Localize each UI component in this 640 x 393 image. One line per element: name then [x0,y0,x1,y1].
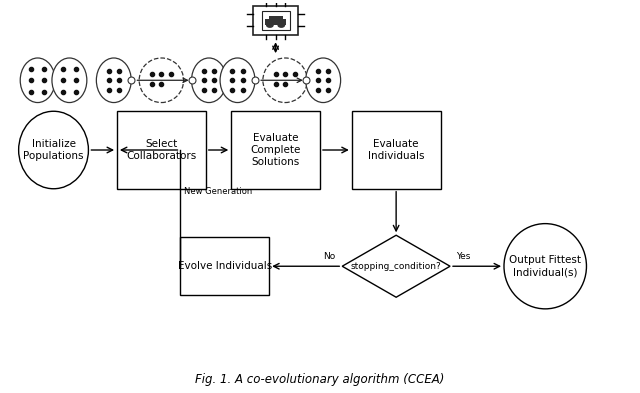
Ellipse shape [139,58,184,103]
Ellipse shape [220,58,255,103]
FancyBboxPatch shape [269,16,283,20]
FancyBboxPatch shape [253,6,298,35]
Text: Output Fittest
Individual(s): Output Fittest Individual(s) [509,255,581,277]
Ellipse shape [306,58,340,103]
Text: No: No [324,252,336,261]
Ellipse shape [191,58,227,103]
FancyBboxPatch shape [180,237,269,295]
FancyBboxPatch shape [352,111,440,189]
Circle shape [278,23,284,27]
Text: Yes: Yes [456,252,471,261]
Text: Select
Collaborators: Select Collaborators [126,139,196,161]
Text: Initialize
Populations: Initialize Populations [23,139,84,161]
Text: New Generation: New Generation [184,187,252,196]
Text: Evolve Individuals: Evolve Individuals [178,261,272,271]
Ellipse shape [504,224,586,309]
Ellipse shape [263,58,307,103]
FancyBboxPatch shape [117,111,206,189]
Ellipse shape [19,111,88,189]
Text: Evaluate
Complete
Solutions: Evaluate Complete Solutions [250,133,301,167]
Text: stopping_condition?: stopping_condition? [351,262,442,271]
Circle shape [267,23,273,27]
Polygon shape [342,235,450,297]
Text: Fig. 1. A co-evolutionary algorithm (CCEA): Fig. 1. A co-evolutionary algorithm (CCE… [195,373,445,386]
FancyBboxPatch shape [265,19,286,25]
Text: Evaluate
Individuals: Evaluate Individuals [368,139,424,161]
Ellipse shape [52,58,87,103]
Ellipse shape [97,58,131,103]
FancyBboxPatch shape [231,111,320,189]
Ellipse shape [20,58,55,103]
